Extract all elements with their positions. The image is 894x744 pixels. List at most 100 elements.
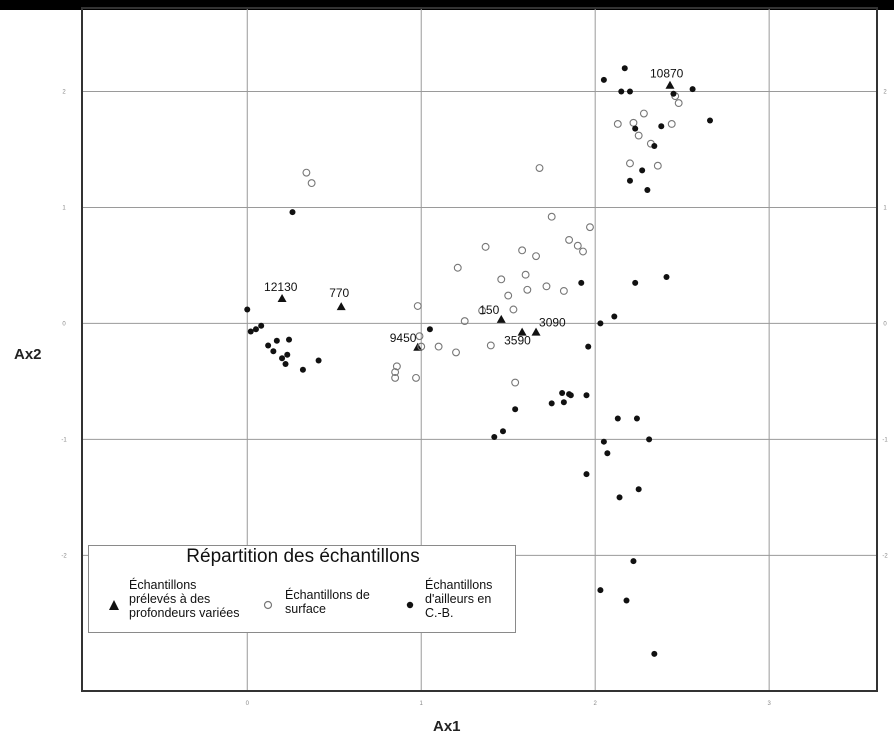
y-tick-label-left: -2: [61, 553, 67, 559]
y-tick-label-left: -1: [61, 437, 67, 443]
point-other-bc-sample: [600, 76, 607, 83]
point-depth-sample: [336, 302, 346, 311]
legend-open-circle-marker: [261, 598, 275, 616]
point-other-bc-sample: [616, 494, 623, 501]
point-other-bc-sample: [658, 123, 665, 130]
y-tick-label-right: 2: [883, 89, 887, 95]
x-tick-label: 1: [420, 701, 424, 707]
point-other-bc-sample: [623, 597, 630, 604]
x-tick-label: 2: [594, 701, 598, 707]
legend-title: Répartition des échantillons: [186, 546, 420, 567]
point-surface-sample: [434, 342, 443, 351]
point-other-bc-sample: [626, 177, 633, 184]
point-labels: 12130 770 9450 150 3590 3090 10870: [264, 67, 684, 348]
point-surface-sample: [559, 286, 568, 295]
point-other-bc-sample: [299, 366, 306, 373]
point-surface-sample: [415, 332, 424, 341]
point-surface-sample: [497, 275, 506, 284]
point-surface-sample: [639, 109, 648, 118]
point-other-bc-sample: [651, 142, 658, 149]
point-surface-sample: [634, 131, 643, 140]
x-tick-label: 3: [767, 701, 771, 707]
point-other-bc-sample: [651, 650, 658, 657]
point-surface-sample: [391, 373, 400, 382]
point-other-bc-sample: [244, 306, 251, 313]
point-other-bc-sample: [663, 274, 670, 281]
point-surface-sample: [452, 348, 460, 357]
point-surface-sample: [613, 120, 622, 128]
point-depth-sample: [517, 327, 527, 336]
point-other-bc-sample: [566, 391, 573, 398]
point-other-bc-sample: [578, 279, 585, 286]
top-black-bar: [0, 0, 894, 10]
point-surface-sample: [586, 223, 594, 232]
data-points: [244, 65, 713, 657]
point-label: 12130: [264, 280, 298, 294]
x-axis-label: Ax1: [433, 718, 461, 735]
point-other-bc-sample: [279, 355, 286, 362]
plot-frame: [81, 7, 878, 692]
point-other-bc-sample: [597, 320, 604, 327]
point-surface-sample: [478, 306, 487, 315]
point-surface-sample: [579, 247, 587, 256]
point-other-bc-sample: [426, 326, 433, 333]
point-surface-sample: [523, 285, 532, 294]
point-surface-sample: [521, 270, 530, 279]
point-surface-sample: [504, 291, 513, 300]
point-label: 3590: [504, 334, 531, 348]
point-other-bc-sample: [644, 187, 651, 194]
point-depth-sample: [496, 314, 506, 323]
point-surface-sample: [392, 362, 401, 371]
point-other-bc-sample: [597, 587, 604, 594]
point-label: 3090: [539, 316, 566, 330]
point-other-bc-sample: [560, 399, 567, 406]
point-surface-sample: [481, 242, 490, 251]
point-surface-sample: [547, 212, 556, 221]
legend-filled-circle-marker: [403, 598, 417, 616]
point-other-bc-sample: [548, 400, 555, 407]
point-surface-sample: [573, 241, 582, 250]
point-other-bc-sample: [635, 486, 642, 493]
y-tick-label-left: 2: [62, 89, 66, 95]
point-other-bc-sample: [633, 415, 640, 422]
point-other-bc-sample: [512, 406, 519, 413]
point-other-bc-sample: [282, 360, 289, 367]
point-other-bc-sample: [604, 450, 611, 457]
legend-triangle-marker: [107, 598, 121, 616]
point-label: 150: [479, 303, 499, 317]
point-surface-sample: [511, 378, 520, 387]
legend-label-other-bc-samples: Échantillons d'ailleurs en C.-B.: [425, 578, 493, 620]
y-tick-label-left: 0: [62, 321, 66, 327]
y-axis-label: Ax2: [14, 346, 42, 363]
point-other-bc-sample: [585, 343, 592, 350]
point-surface-sample: [412, 373, 420, 382]
point-surface-sample: [629, 118, 638, 127]
point-other-bc-sample: [273, 337, 280, 344]
point-surface-sample: [509, 305, 518, 314]
point-other-bc-sample: [706, 117, 713, 124]
legend-label-surface-samples: Échantillons de surface: [285, 588, 370, 616]
point-other-bc-sample: [491, 434, 498, 441]
legend-label-depth-samples: Échantillons prélevés à des profondeurs …: [129, 578, 240, 620]
point-surface-sample: [453, 263, 462, 272]
tick-labels: 0 1 2 3 2 2 1 1 0 0 -1 -1 -2 -2: [61, 89, 888, 707]
point-surface-sample: [674, 99, 683, 108]
point-other-bc-sample: [583, 471, 590, 478]
y-tick-label-right: 0: [883, 321, 887, 327]
point-surface-sample: [626, 159, 634, 168]
point-other-bc-sample: [639, 167, 646, 174]
point-surface-sample: [417, 342, 426, 351]
point-surface-sample: [535, 164, 544, 172]
point-surface-sample: [653, 161, 662, 170]
y-tick-label-right: -1: [882, 437, 888, 443]
point-label: 10870: [650, 67, 684, 81]
x-tick-label: 0: [246, 701, 250, 707]
point-other-bc-sample: [630, 558, 637, 565]
point-other-bc-sample: [258, 322, 265, 329]
point-other-bc-sample: [689, 86, 696, 93]
point-depth-sample: [277, 294, 287, 303]
point-other-bc-sample: [632, 125, 639, 132]
point-label: 770: [329, 286, 349, 300]
point-surface-sample: [460, 317, 469, 326]
